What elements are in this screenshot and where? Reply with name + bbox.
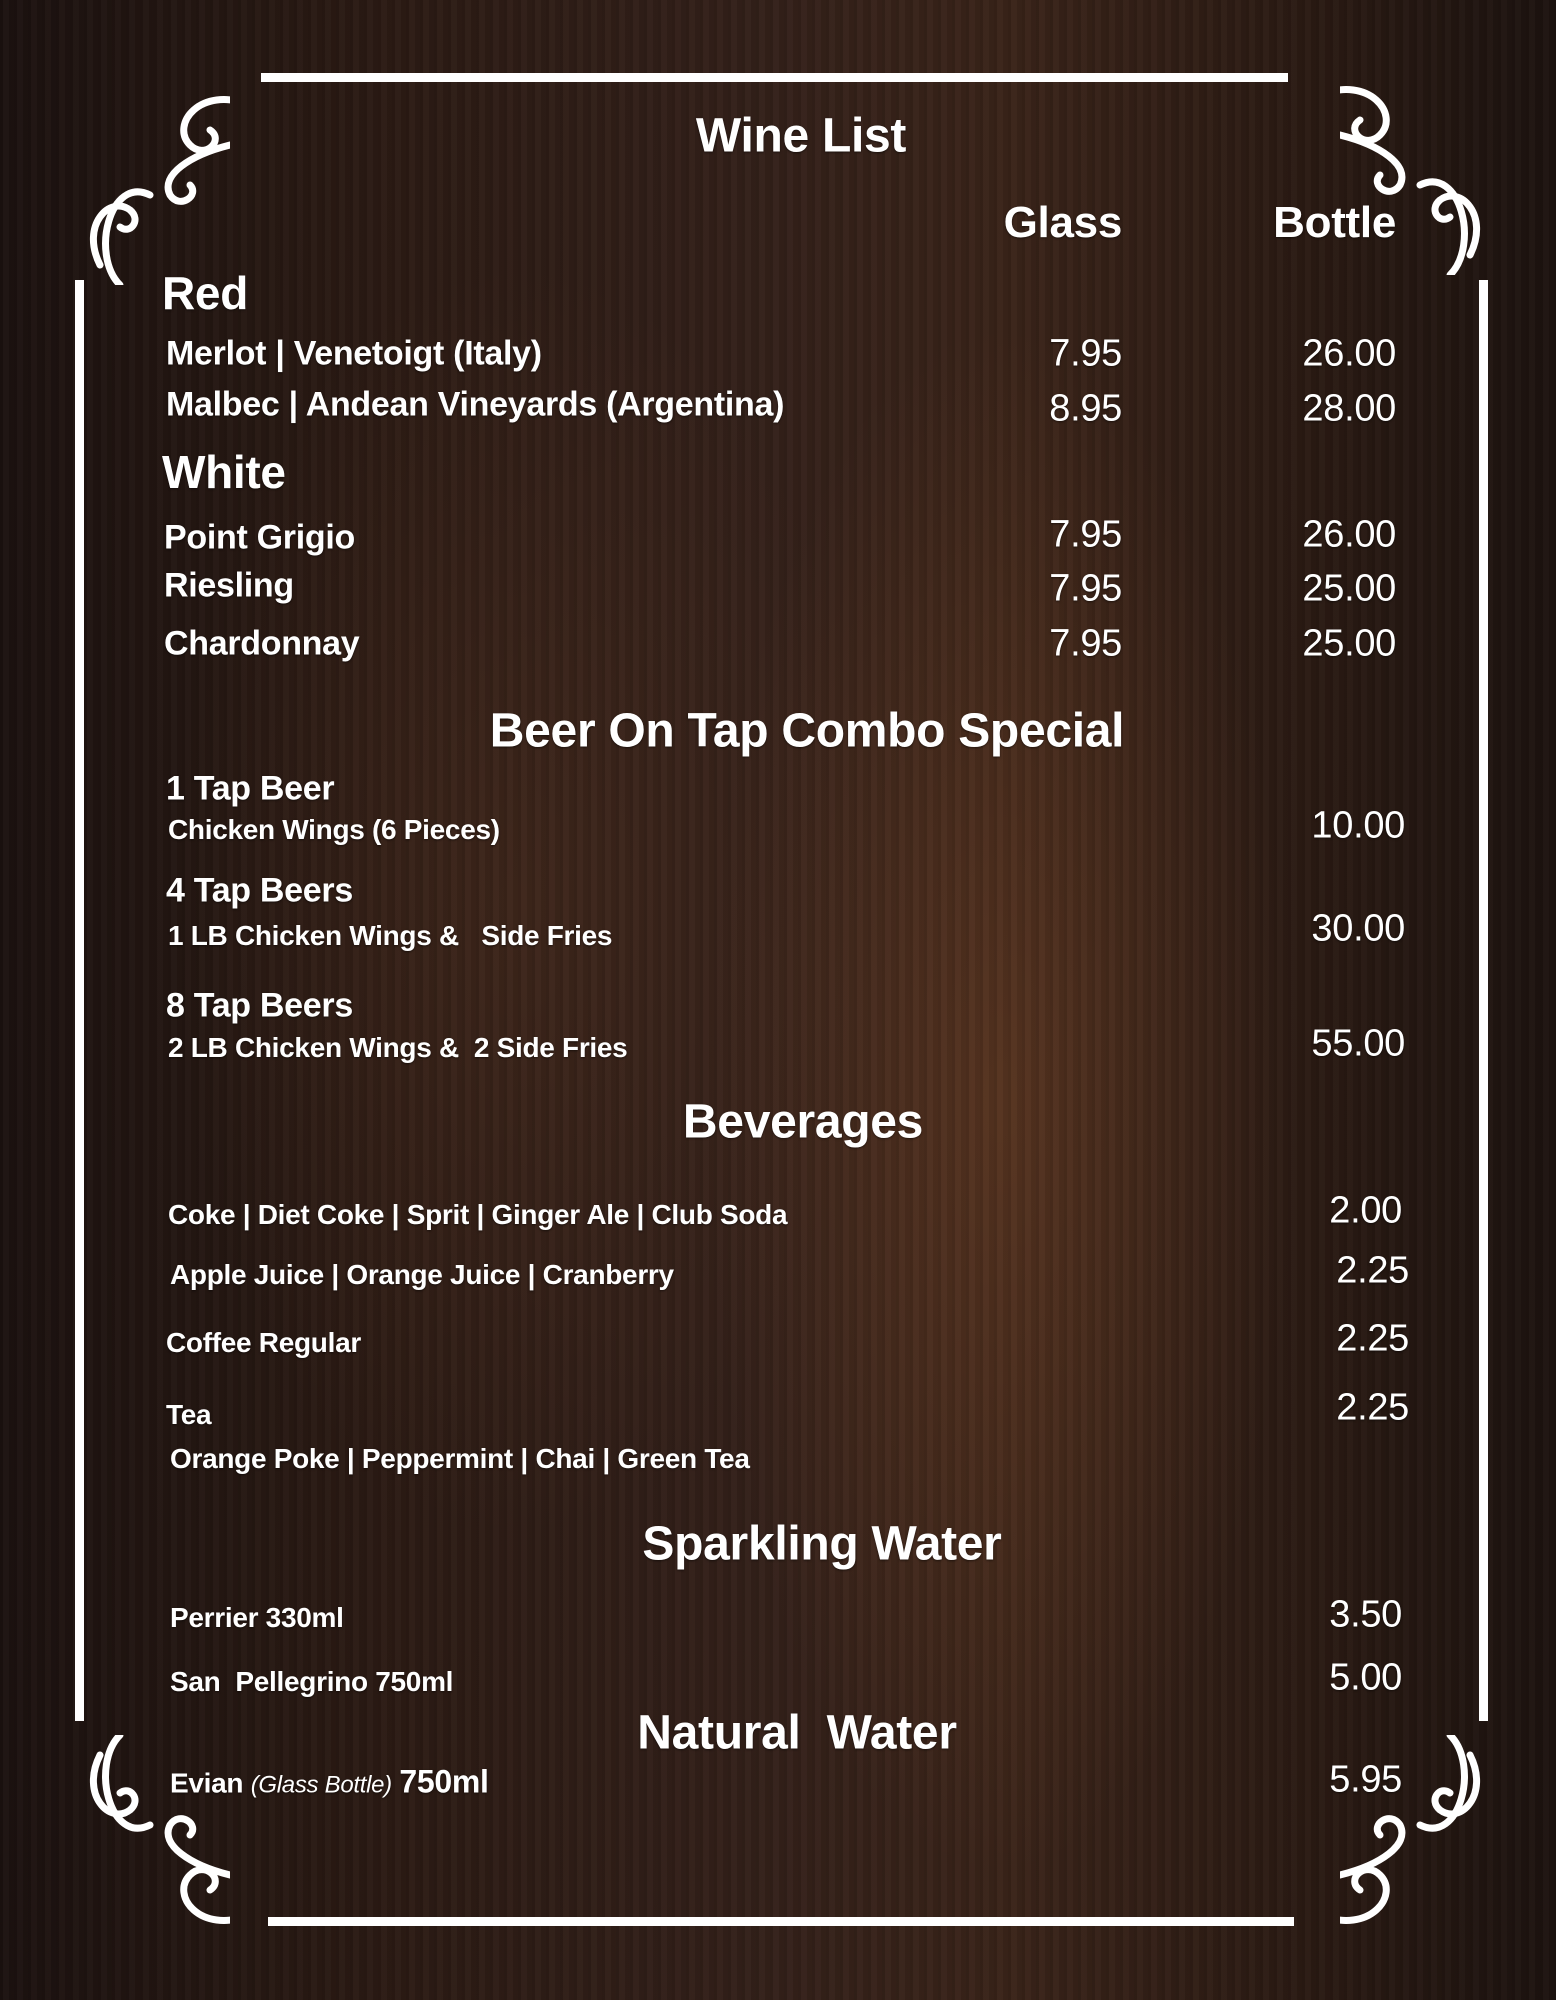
item-price: 5.95: [1329, 1758, 1402, 1801]
glass-price: 8.95: [1049, 387, 1122, 430]
item-name: Coke | Diet Coke | Sprit | Ginger Ale | …: [168, 1199, 788, 1230]
page-title: Wine List: [695, 109, 907, 163]
column-header-bottle: Bottle: [1273, 198, 1396, 247]
item-name: 8 Tap Beers: [166, 986, 353, 1025]
item-price: 3.50: [1329, 1593, 1402, 1636]
item-name: Evian: [170, 1767, 244, 1799]
item-description: 1 LB Chicken Wings & Side Fries: [168, 920, 613, 951]
item-price: 55.00: [1311, 1022, 1405, 1065]
flourish-top-right-icon: [1340, 86, 1480, 275]
glass-price: 7.95: [1049, 513, 1122, 556]
bottle-price: 25.00: [1302, 622, 1396, 665]
right-border: [1479, 280, 1488, 1721]
section-beer-combo: Beer On Tap Combo Special: [489, 704, 1125, 758]
item-price: 5.00: [1329, 1656, 1402, 1699]
item-name: San Pellegrino 750ml: [170, 1666, 454, 1697]
glass-price: 7.95: [1049, 622, 1122, 665]
item-price: 2.25: [1336, 1317, 1409, 1360]
item-name: Perrier 330ml: [170, 1602, 344, 1633]
item-name: Riesling: [164, 566, 294, 605]
flourish-bottom-right-icon: [1340, 1735, 1480, 1924]
item-name: Malbec | Andean Vineyards (Argentina): [166, 385, 785, 424]
item-note: (Glass Bottle): [250, 1771, 392, 1799]
left-border: [75, 280, 84, 1721]
column-header-glass: Glass: [1003, 198, 1123, 247]
item-price: 30.00: [1311, 907, 1405, 950]
item-price: 2.25: [1336, 1386, 1409, 1429]
item-name: Tea: [166, 1399, 212, 1430]
item-name: Point Grigio: [164, 518, 355, 557]
glass-price: 7.95: [1049, 332, 1122, 375]
item-price: 2.25: [1336, 1249, 1409, 1292]
flourish-bottom-left-icon: [90, 1735, 230, 1924]
item-description: Orange Poke | Peppermint | Chai | Green …: [170, 1443, 750, 1474]
item-description: 2 LB Chicken Wings & 2 Side Fries: [168, 1032, 628, 1063]
item-name: 1 Tap Beer: [166, 769, 335, 808]
bottle-price: 28.00: [1302, 387, 1396, 430]
bottom-border: [268, 1917, 1294, 1926]
section-red: Red: [162, 267, 249, 319]
bottle-price: 26.00: [1302, 513, 1396, 556]
item-name: Coffee Regular: [166, 1327, 361, 1358]
bottle-price: 26.00: [1302, 332, 1396, 375]
item-description: Chicken Wings (6 Pieces): [168, 814, 500, 845]
section-sparkling-water: Sparkling Water: [642, 1517, 1002, 1571]
section-white: White: [162, 446, 286, 498]
item-size: 750ml: [399, 1763, 489, 1800]
item-name: Chardonnay: [164, 624, 360, 663]
top-border: [261, 73, 1288, 82]
item-name-row: Evian (Glass Bottle) 750ml: [170, 1764, 489, 1801]
item-name: Apple Juice | Orange Juice | Cranberry: [170, 1259, 674, 1290]
item-price: 2.00: [1329, 1189, 1402, 1232]
item-price: 10.00: [1311, 804, 1405, 847]
glass-price: 7.95: [1049, 567, 1122, 610]
item-name: 4 Tap Beers: [166, 871, 353, 910]
item-name: Merlot | Venetoigt (Italy): [166, 334, 542, 373]
bottle-price: 25.00: [1302, 567, 1396, 610]
section-natural-water: Natural Water: [637, 1706, 957, 1760]
section-beverages: Beverages: [682, 1095, 924, 1149]
flourish-top-left-icon: [90, 96, 230, 285]
